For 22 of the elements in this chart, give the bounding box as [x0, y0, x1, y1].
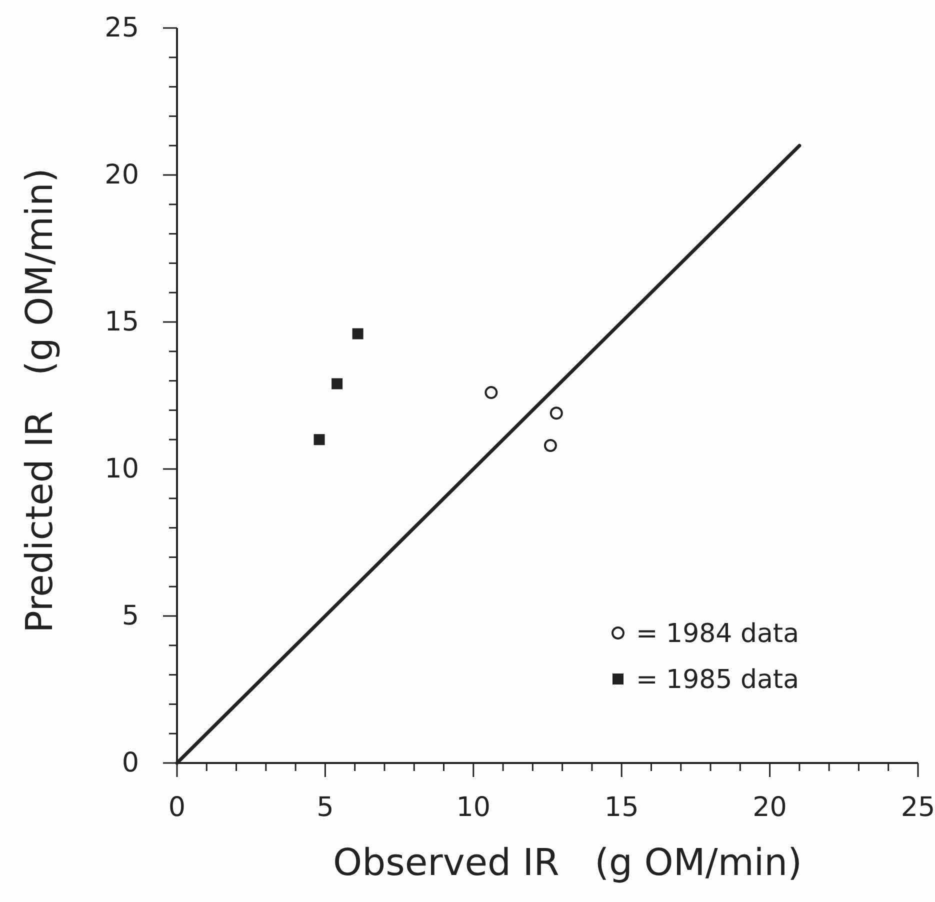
- point: [314, 434, 325, 446]
- legend-label: = 1984 data: [636, 619, 800, 649]
- x-axis-title: Observed IR (g OM/min): [332, 841, 802, 884]
- y-tick-label: 15: [104, 306, 139, 338]
- x-tick-label: 25: [900, 792, 935, 824]
- y-tick-label: 25: [104, 12, 139, 44]
- point: [352, 328, 364, 340]
- x-tick-label: 15: [604, 792, 639, 824]
- y-tick-label: 0: [122, 748, 139, 779]
- y-tick-label: 5: [122, 600, 139, 632]
- y-tick-label: 20: [104, 160, 139, 191]
- point: [332, 378, 343, 390]
- point: [544, 438, 557, 452]
- x-tick-label: 10: [456, 792, 491, 824]
- y-tick-label: 10: [104, 454, 139, 485]
- x-tick-label: 5: [316, 792, 334, 824]
- x-tick-label: 20: [752, 792, 787, 824]
- point: [550, 406, 563, 420]
- legend-label: = 1985 data: [636, 665, 800, 695]
- y-axis-title: Predicted IR (g OM/min): [18, 168, 61, 633]
- x-tick-label: 0: [168, 792, 186, 824]
- point: [484, 386, 498, 400]
